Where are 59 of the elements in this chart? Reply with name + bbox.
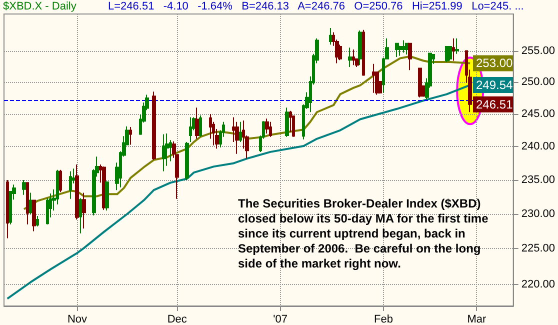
candlestick <box>285 107 289 138</box>
candlestick <box>235 121 239 154</box>
candlestick <box>26 182 29 225</box>
candlestick <box>59 169 62 193</box>
candlestick <box>75 164 79 220</box>
candlestick <box>6 179 9 239</box>
candlestick <box>395 42 399 58</box>
data-label: 253.00 <box>476 56 514 70</box>
candlestick <box>199 114 202 138</box>
candlestick <box>162 134 166 172</box>
x-tick-label: '07 <box>273 314 288 325</box>
data-label: 249.54 <box>476 78 514 92</box>
candlestick <box>129 126 132 146</box>
y-tick-label: 220.00 <box>521 278 556 290</box>
candlestick <box>408 42 412 71</box>
candlestick <box>36 216 39 227</box>
candlestick <box>269 121 272 138</box>
candlestick <box>46 198 49 225</box>
candlestick <box>289 110 292 133</box>
y-tick-label: 225.00 <box>521 242 556 255</box>
candlestick <box>358 30 362 66</box>
candlestick <box>82 192 86 229</box>
candlestick <box>418 68 422 98</box>
x-tick-label: Nov <box>67 314 88 325</box>
y-tick-label: 255.00 <box>521 44 556 57</box>
x-tick-label: Mar <box>467 314 487 325</box>
candlestick <box>195 107 199 140</box>
y-tick-label: 235.00 <box>521 174 556 186</box>
candlestick <box>455 38 459 54</box>
candlestick <box>352 49 355 66</box>
candlestick <box>69 170 72 200</box>
annotation: The Securities Broker-Dealer Index ($XBD) closed below its 50-day MA for the first time since its current uptrend began, back in September of 2006. Be careful on the long side of the market right now. <box>238 196 492 270</box>
candlestick <box>448 46 452 62</box>
chart-subtitle: L=246.51 -4.10 -1.64% B=246.13 A=246.76 O=250.76 Hi=251.99 Lo=245. ... <box>108 0 524 12</box>
candlestick <box>402 40 405 54</box>
candlestick <box>265 118 269 134</box>
y-tick-label: 230.00 <box>521 208 556 220</box>
candlestick <box>189 116 192 143</box>
annotation: 246.51 <box>476 97 514 112</box>
candlestick <box>152 91 156 160</box>
candlestick <box>239 121 242 143</box>
candlestick <box>372 63 375 94</box>
candlestick <box>292 115 295 138</box>
candlestick <box>452 38 455 62</box>
candlestick <box>362 29 365 76</box>
chart-title: $XBD.X - Daily <box>3 0 77 12</box>
candlestick <box>329 28 332 46</box>
x-tick-label: Dec <box>167 314 188 325</box>
x-tick-label: Feb <box>374 314 394 325</box>
candlestick <box>185 142 189 180</box>
candlestick <box>105 180 109 212</box>
candlestick <box>79 198 82 234</box>
y-tick-label: 245.00 <box>521 108 556 120</box>
y-tick-label: 240.00 <box>521 140 556 153</box>
candlestick <box>32 200 36 232</box>
candlestick <box>22 179 26 196</box>
candlestick <box>348 47 352 68</box>
candlestick <box>29 192 32 214</box>
y-tick-label: 250.00 <box>521 76 556 88</box>
